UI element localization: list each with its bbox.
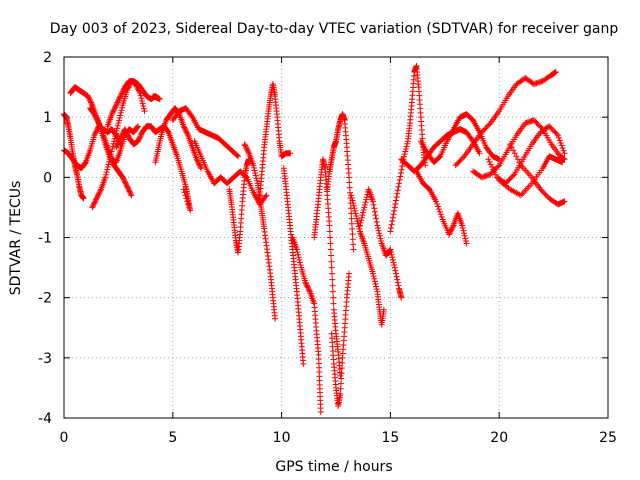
plot-frame	[63, 56, 609, 419]
series-marks	[289, 234, 324, 415]
x-tick-label: 5	[168, 430, 177, 446]
series-arc-16	[289, 234, 324, 415]
series-arc-26	[452, 69, 559, 169]
y-tick-label: 2	[43, 50, 52, 66]
series-arc-15	[280, 165, 307, 367]
series-arc-30	[507, 141, 568, 208]
series-arc-19	[328, 270, 353, 409]
y-tick-label: -2	[38, 291, 52, 307]
series-marks	[256, 81, 294, 199]
series-arc-06	[104, 78, 163, 130]
x-axis-label: GPS time / hours	[275, 459, 392, 475]
y-tick-label: -4	[38, 411, 52, 427]
series-arc-07	[113, 123, 163, 151]
series-marks	[413, 168, 470, 247]
series-arc-24	[413, 168, 470, 247]
y-tick-label: -1	[38, 231, 52, 247]
series-marks	[311, 156, 344, 379]
x-tick-label: 15	[381, 430, 399, 446]
series-marks	[348, 192, 387, 328]
series-marks	[156, 123, 194, 214]
series-marks	[485, 123, 568, 187]
series-marks	[104, 78, 163, 130]
series-marks	[417, 111, 503, 166]
x-tick-label: 25	[599, 430, 617, 446]
series-marks	[169, 105, 242, 160]
series-marks	[328, 270, 353, 409]
y-axis-label: SDTVAR / TECUs	[8, 181, 24, 296]
series-marks	[113, 123, 163, 151]
series-arc-21	[356, 186, 405, 301]
y-tick-label: 0	[43, 170, 52, 186]
series-arc-28	[485, 123, 568, 187]
x-tick-label: 0	[60, 430, 69, 446]
series-marks	[507, 141, 568, 208]
series-marks	[356, 186, 405, 301]
series-marks	[241, 141, 279, 322]
series-arc-10	[169, 105, 242, 160]
series-arc-17	[311, 156, 344, 379]
series-arc-13	[241, 141, 279, 322]
y-tick-label: 1	[43, 110, 52, 126]
series-marks	[280, 165, 307, 367]
chart-title: Day 003 of 2023, Sidereal Day-to-day VTE…	[50, 21, 619, 37]
series-arc-09	[156, 123, 194, 214]
y-tick-labels: -4 -3 -2 -1 0 1 2	[38, 50, 52, 427]
series-arc-20	[348, 192, 387, 328]
x-tick-label: 20	[490, 430, 508, 446]
series-arc-25	[417, 111, 503, 166]
series-marks	[387, 63, 429, 235]
series-arc-14	[256, 81, 294, 199]
series-arc-12	[226, 156, 252, 256]
y-tick-label: -3	[38, 351, 52, 367]
series-arc-22	[387, 63, 429, 235]
data-marks	[61, 63, 568, 415]
x-tick-label: 10	[273, 430, 291, 446]
series-marks	[226, 156, 252, 256]
x-tick-labels: 0 5 10 15 20 25	[60, 430, 617, 446]
series-marks	[452, 69, 559, 169]
